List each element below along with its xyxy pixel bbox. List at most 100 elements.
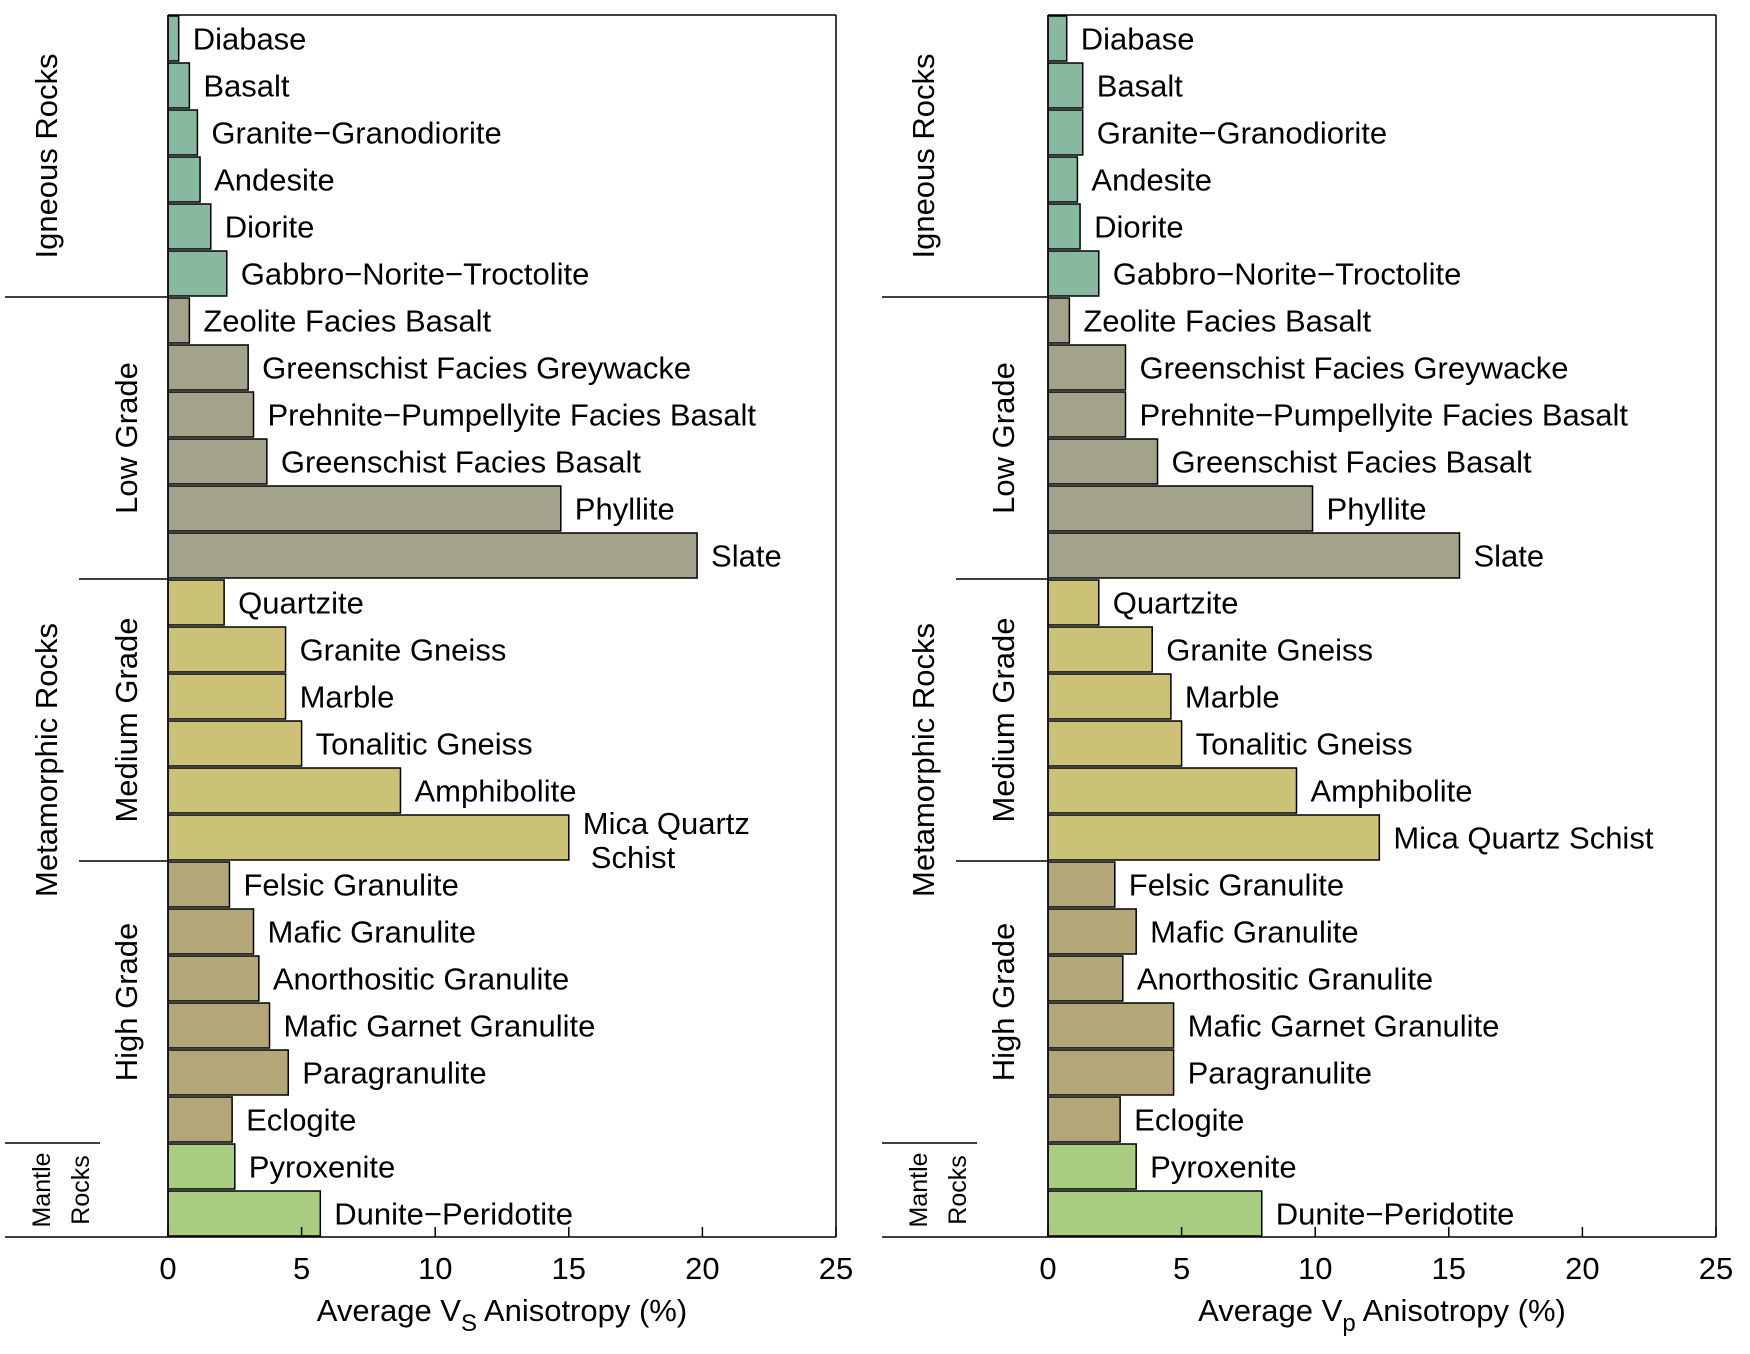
x-tick-label: 15 bbox=[1432, 1251, 1466, 1286]
bar-label: Mafic Granulite bbox=[1150, 915, 1358, 950]
bar bbox=[167, 297, 191, 344]
bar-label: Mica Quartz Schist bbox=[583, 806, 750, 875]
bar bbox=[1047, 250, 1100, 297]
bar-label: Diabase bbox=[1081, 22, 1195, 57]
bar-label: Marble bbox=[300, 680, 395, 715]
bar-label: Eclogite bbox=[246, 1103, 356, 1138]
bar-label: Greenschist Facies Greywacke bbox=[262, 351, 691, 386]
x-tick-label: 5 bbox=[1173, 1251, 1190, 1286]
subgroup-label: Medium Grade bbox=[109, 617, 144, 822]
bar bbox=[1047, 391, 1127, 438]
bar-label: Eclogite bbox=[1134, 1103, 1244, 1138]
group-label: Igneous Rocks bbox=[906, 53, 941, 258]
bar bbox=[167, 109, 199, 156]
subgroup-label: High Grade bbox=[109, 923, 144, 1082]
bar-label: Greenschist Facies Basalt bbox=[281, 445, 641, 480]
subgroup-label: Low Grade bbox=[986, 362, 1021, 514]
x-tick-label: 25 bbox=[1699, 1251, 1733, 1286]
x-tick-label: 5 bbox=[293, 1251, 310, 1286]
bar-label: Granite Gneiss bbox=[1166, 633, 1373, 668]
bar-label: Diorite bbox=[225, 210, 315, 245]
bar bbox=[1047, 156, 1079, 203]
bar-label: Basalt bbox=[1097, 69, 1184, 104]
bar bbox=[167, 250, 228, 297]
bar bbox=[1047, 438, 1159, 485]
bar bbox=[1047, 532, 1461, 579]
bar bbox=[1047, 297, 1071, 344]
bar bbox=[167, 767, 402, 814]
bar bbox=[1047, 673, 1172, 720]
bar-label: Granite−Granodiorite bbox=[211, 116, 501, 151]
group-label: Metamorphic Rocks bbox=[906, 623, 941, 897]
bar bbox=[167, 720, 303, 767]
bar-label: Zeolite Facies Basalt bbox=[203, 304, 491, 339]
chart-panel-1: Diabase Basalt Granite−Granodiorite Andesit… bbox=[5, 14, 853, 1337]
bar bbox=[167, 1002, 271, 1049]
bar bbox=[1047, 1049, 1175, 1096]
bar bbox=[167, 62, 191, 109]
bar-label: Prehnite−Pumpellyite Facies Basalt bbox=[268, 398, 757, 433]
bar-label: Pyroxenite bbox=[249, 1150, 395, 1185]
bar-label: Mafic Garnet Granulite bbox=[1188, 1009, 1500, 1044]
bar-label: Zeolite Facies Basalt bbox=[1083, 304, 1371, 339]
bar-label: Basalt bbox=[203, 69, 290, 104]
x-tick-label: 0 bbox=[159, 1251, 176, 1286]
bar-label: Paragranulite bbox=[302, 1056, 486, 1091]
bar bbox=[1047, 955, 1124, 1002]
bar-label: Gabbro−Norite−Troctolite bbox=[241, 257, 590, 292]
bar bbox=[1047, 767, 1298, 814]
bar bbox=[167, 391, 255, 438]
bar bbox=[167, 673, 287, 720]
bar-label: Diorite bbox=[1094, 210, 1184, 245]
bar-label: Felsic Granulite bbox=[1129, 868, 1344, 903]
bar bbox=[167, 626, 287, 673]
bar-label: Dunite−Peridotite bbox=[1276, 1197, 1515, 1232]
bar bbox=[167, 861, 231, 908]
bar-label: Greenschist Facies Basalt bbox=[1172, 445, 1532, 480]
group-label: Igneous Rocks bbox=[29, 53, 64, 258]
subgroup-label: Medium Grade bbox=[986, 617, 1021, 822]
bar-label: Marble bbox=[1185, 680, 1280, 715]
bar bbox=[167, 203, 212, 250]
bar-label: Mafic Granulite bbox=[268, 915, 476, 950]
bar bbox=[167, 579, 225, 626]
bar bbox=[1047, 720, 1183, 767]
x-tick-label: 0 bbox=[1039, 1251, 1056, 1286]
bar-label: Tonalitic Gneiss bbox=[1196, 727, 1413, 762]
bar bbox=[167, 438, 268, 485]
bar bbox=[167, 1190, 322, 1237]
bar bbox=[1047, 62, 1084, 109]
bar bbox=[1047, 344, 1127, 391]
x-axis-label: Average VS Anisotropy (%) bbox=[317, 1293, 687, 1337]
bar-label: Granite−Granodiorite bbox=[1097, 116, 1387, 151]
bar-label: Gabbro−Norite−Troctolite bbox=[1113, 257, 1462, 292]
bar bbox=[167, 1143, 236, 1190]
x-axis-label: Average Vp Anisotropy (%) bbox=[1198, 1293, 1566, 1337]
bar bbox=[1047, 15, 1068, 62]
x-tick-label: 20 bbox=[685, 1251, 719, 1286]
group-label: Rocks bbox=[67, 1155, 95, 1224]
bar-label: Prehnite−Pumpellyite Facies Basalt bbox=[1139, 398, 1628, 433]
bar bbox=[167, 1096, 233, 1143]
bar-label: Amphibolite bbox=[414, 774, 576, 809]
chart-panel-2: Diabase Basalt Granite−Granodiorite Andesit… bbox=[882, 14, 1733, 1337]
bar bbox=[167, 814, 570, 861]
bar-label: Diabase bbox=[193, 22, 307, 57]
bar-label: Quartzite bbox=[1113, 586, 1239, 621]
bar bbox=[1047, 109, 1084, 156]
bar-label: Amphibolite bbox=[1310, 774, 1472, 809]
bar bbox=[1047, 1096, 1121, 1143]
x-tick-label: 15 bbox=[552, 1251, 586, 1286]
x-tick-label: 25 bbox=[819, 1251, 853, 1286]
group-label: Mantle bbox=[905, 1152, 933, 1227]
bar-label: Pyroxenite bbox=[1150, 1150, 1296, 1185]
group-label: Rocks bbox=[944, 1155, 972, 1224]
bar bbox=[1047, 908, 1137, 955]
x-tick-label: 20 bbox=[1565, 1251, 1599, 1286]
bar bbox=[1047, 861, 1116, 908]
bar bbox=[1047, 814, 1381, 861]
subgroup-label: Low Grade bbox=[109, 362, 144, 514]
bar bbox=[1047, 1143, 1137, 1190]
bar-label: Mica Quartz Schist bbox=[1393, 821, 1654, 856]
